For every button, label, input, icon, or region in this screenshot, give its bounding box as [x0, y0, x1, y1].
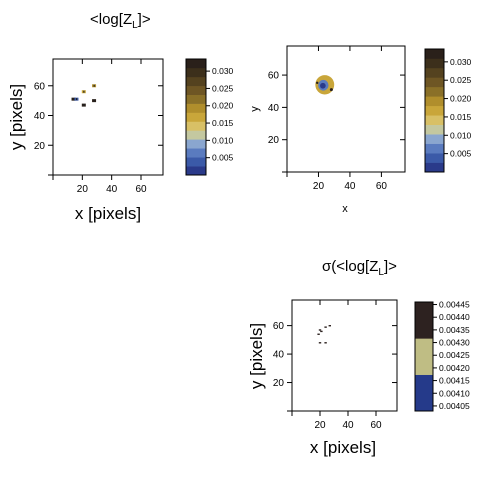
- panel-2-colorbar-frame: [424, 48, 445, 173]
- panel-3-data-cell: [320, 330, 323, 333]
- panel-1-y-tick-label: 60: [34, 81, 46, 92]
- panel-3-colorbar-tick-label: 0.00425: [439, 350, 470, 360]
- panel-2-colorbar-band: [425, 134, 444, 144]
- panel-3-y-tick-label: 40: [273, 350, 285, 361]
- panel-1-x-tick-label: 20: [77, 184, 89, 195]
- panel-1-colorbar-band: [186, 130, 206, 140]
- panel-1-colorbar-band: [186, 94, 206, 104]
- panel-3-x-axis-label: x [pixels]: [310, 438, 376, 457]
- panel-2-x-tick-label: 20: [313, 181, 325, 192]
- panel-1-colorbar-band: [186, 157, 206, 167]
- panel-1-colorbar-band: [186, 85, 206, 95]
- panel-3-data-cell: [318, 342, 322, 344]
- panel-1-plot-frame: [52, 58, 164, 176]
- panel-3-colorbar-tick-label: 0.00430: [439, 338, 470, 348]
- panel-3-colorbar-tick-label: 0.00420: [439, 363, 470, 373]
- panel-3-colorbar-frame: [414, 301, 434, 412]
- panel-1-colorbar-band: [186, 112, 206, 122]
- panel-1-colorbar-tick-label: 0.020: [212, 101, 234, 111]
- panel-2-blob-edge: [329, 88, 333, 92]
- panel-3-data-cell: [324, 326, 327, 328]
- panel-3-colorbar-tick-label: 0.00445: [439, 300, 470, 310]
- panel-3-x-tick-label: 60: [370, 420, 382, 431]
- panel-1-x-tick-label: 60: [135, 184, 147, 195]
- panel-2-colorbar-tick-label: 0.025: [450, 75, 472, 85]
- panel-2-colorbar-band: [425, 143, 444, 154]
- panel-3-x-tick-label: 40: [342, 420, 354, 431]
- panel-2-x-tick-label: 60: [376, 181, 388, 192]
- panel-1-data-cell-core: [73, 98, 75, 101]
- panel-1-colorbar-band: [186, 103, 206, 113]
- panel-2-colorbar-band: [425, 58, 444, 69]
- panel-1-colorbar-band: [186, 121, 206, 131]
- panel-2-blob-edge: [316, 81, 319, 85]
- panel-1-data-cell-core: [83, 90, 85, 93]
- panel-1-x-tick-label: 40: [106, 184, 118, 195]
- panel-3-plot-frame: [291, 299, 398, 412]
- panel-1-data-cell-core: [83, 104, 85, 107]
- panel-2-colorbar-band: [425, 49, 444, 59]
- panel-2-colorbar-band: [425, 115, 444, 125]
- panel-3-title: σ(<log[ZL]>: [322, 258, 397, 278]
- panel-2-colorbar-tick-label: 0.010: [450, 130, 472, 140]
- panel-3-y-tick-label: 60: [273, 321, 285, 332]
- panel-1-y-tick-label: 40: [34, 111, 46, 122]
- panel-3-colorbar-band: [415, 374, 433, 412]
- panel-1-colorbar-band: [186, 166, 206, 176]
- panel-1-colorbar-frame: [185, 58, 207, 176]
- panel-3-colorbar-band: [415, 302, 433, 339]
- panel-3-colorbar-tick-label: 0.00440: [439, 312, 470, 322]
- panel-1-data-cell-core: [93, 84, 95, 87]
- panel-3-y-tick-label: 20: [273, 378, 285, 389]
- panel-1-colorbar-tick-label: 0.030: [212, 66, 234, 76]
- panel-2-x-axis-label: x: [342, 203, 348, 215]
- panel-3-data-cell: [318, 329, 322, 331]
- panel-1-colorbar-tick-label: 0.010: [212, 135, 234, 145]
- panel-3-data-cell: [317, 333, 320, 335]
- panel-2-colorbar-band: [425, 77, 444, 88]
- panel-2-y-tick-label: 20: [268, 135, 280, 146]
- panel-2-colorbar-band: [425, 153, 444, 163]
- panel-3-x-tick-label: 20: [314, 420, 326, 431]
- panel-1-colorbar-band: [186, 67, 206, 78]
- panel-1-colorbar-tick-label: 0.005: [212, 153, 234, 163]
- panel-3-y-axis-label: y [pixels]: [247, 323, 266, 389]
- panel-2-colorbar-band: [425, 67, 444, 78]
- panel-1-data-cell-core: [75, 98, 78, 101]
- panel-2-x-tick-label: 40: [344, 181, 356, 192]
- panel-1-title: <log[ZL]>: [90, 11, 151, 31]
- panel-2-colorbar-band: [425, 96, 444, 107]
- panel-3-colorbar-band: [415, 338, 433, 375]
- panel-1-data-cell-core: [93, 99, 95, 102]
- panel-3-data-cell: [328, 325, 331, 327]
- panel-2-colorbar-tick-label: 0.005: [450, 149, 472, 159]
- panel-3-colorbar-tick-label: 0.00405: [439, 401, 470, 411]
- panel-1-colorbar-tick-label: 0.025: [212, 83, 234, 93]
- panel-2-colorbar-tick-label: 0.020: [450, 94, 472, 104]
- panel-2-colorbar-band: [425, 105, 444, 116]
- panel-3-data-cell: [324, 342, 327, 344]
- panel-2-colorbar-band: [425, 86, 444, 97]
- panel-1-colorbar-band: [186, 59, 206, 69]
- panel-2-colorbar-band: [425, 162, 444, 173]
- panel-1-y-tick-label: 20: [34, 141, 46, 152]
- panel-3-colorbar-tick-label: 0.00410: [439, 388, 470, 398]
- panel-2-colorbar-band: [425, 124, 444, 135]
- panel-2-blob-core: [320, 82, 326, 89]
- panel-2-colorbar-tick-label: 0.015: [450, 112, 472, 122]
- panel-3-colorbar-tick-label: 0.00415: [439, 376, 470, 386]
- panel-3-colorbar-tick-label: 0.00435: [439, 325, 470, 335]
- panel-2-plot-frame: [286, 45, 406, 173]
- panel-1-colorbar-band: [186, 148, 206, 158]
- panel-1-colorbar-band: [186, 76, 206, 87]
- panel-2-y-axis-label: y: [249, 106, 261, 112]
- panel-2-colorbar-tick-label: 0.030: [450, 57, 472, 67]
- panel-2-y-tick-label: 60: [268, 71, 280, 82]
- panel-1-y-axis-label: y [pixels]: [7, 84, 26, 150]
- panel-1-colorbar-band: [186, 139, 206, 149]
- panel-2-y-tick-label: 40: [268, 103, 280, 114]
- panel-1-colorbar-tick-label: 0.015: [212, 118, 234, 128]
- panel-1-x-axis-label: x [pixels]: [75, 204, 141, 223]
